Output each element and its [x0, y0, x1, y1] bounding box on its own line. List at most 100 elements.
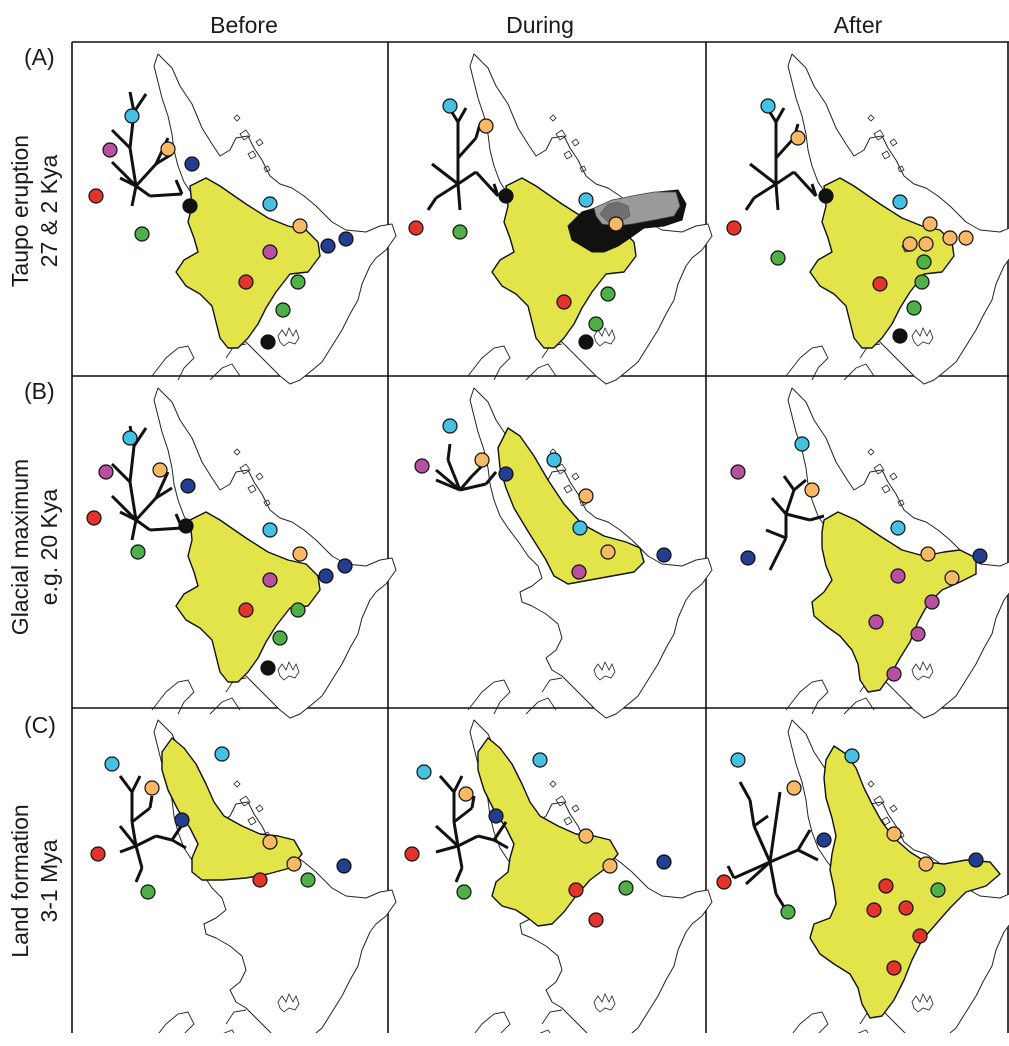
panel-a-during-tree-tip-orange-1 [478, 118, 494, 134]
panel-a-before-tree-branch-11 [174, 179, 184, 195]
panel-c-after-tree-branch-0 [752, 825, 772, 863]
panel-a-during-phylogenetic-tree [408, 98, 514, 240]
panel-c-after-south-coast-1 [857, 1029, 869, 1033]
panel-b-before-population-green-7 [272, 630, 288, 646]
panel-c-after-tree-branch-3 [753, 814, 769, 828]
panel-b-during-tree-tip-cyan-0 [442, 418, 458, 434]
panel-b-before-population-red-5 [238, 602, 254, 618]
panel-b-during-island-0 [555, 463, 567, 475]
panel-a-before-species-range [175, 177, 321, 349]
panel-c-before-south-coast-2 [225, 1009, 247, 1025]
panel-c-before-island-1 [247, 816, 257, 826]
panel-b-before-island-4 [233, 448, 241, 456]
panel-a-after-population-green-6 [916, 254, 932, 270]
panel-b-after-tree-tip-orange-2 [804, 482, 820, 498]
panel-c-during-population-cyan-0 [532, 752, 548, 768]
panel-a-during-tree-branch-10 [456, 183, 462, 211]
panel-c-before-tree-branch-6 [148, 795, 154, 809]
panel-a-after-tree-branch-8 [792, 170, 818, 198]
panel-a-during-tree-branch-5 [456, 136, 478, 160]
panel-c-after-tree-branch-13 [744, 860, 772, 886]
panel-c-before-tree-branch-7 [135, 834, 157, 848]
panel-b-before-tree-branch-2 [128, 445, 136, 483]
panel-a-during-south-coast-0 [467, 345, 511, 381]
panel-b-before-tree-branch-10 [149, 526, 183, 532]
panel-b-after-island-2 [889, 472, 898, 481]
panel-b-during-tree-branch-0 [435, 468, 461, 492]
panel-c-after-tree-branch-9 [733, 860, 771, 880]
panel-a-after-population-orange-5 [958, 230, 974, 246]
panel-a-during-population-black-5 [578, 334, 594, 350]
panel-b-before-island-1 [247, 484, 257, 494]
panel-c-before-tree-tip-red-3 [90, 846, 106, 862]
panel-c-after-population-orange-1 [886, 826, 902, 842]
panel-c-before-tree-branch-3 [118, 775, 134, 793]
panel-a-during-population-green-4 [588, 316, 604, 332]
panel-a-during-south-coast-1 [525, 363, 557, 381]
panel-b-before-tree-branch-13 [119, 510, 137, 522]
panel-b-during-population-magenta-4 [571, 564, 587, 580]
panel-c-before-tree-branch-0 [118, 825, 138, 847]
panel-b-after-population-cyan-0 [890, 520, 906, 536]
panel-a-during-island-4 [549, 114, 557, 122]
panel-c-before-tree-branch-12 [134, 845, 144, 869]
panel-b-after-population-navy-4 [972, 548, 988, 564]
panel-b-during-island-2 [571, 472, 580, 481]
panel-b-before-island-0 [239, 463, 251, 475]
panel-b-during [414, 387, 713, 719]
panel-c-before-island-0 [239, 795, 251, 807]
panel-c-after-island-4 [867, 780, 875, 788]
panel-c-during-island-4 [549, 780, 557, 788]
panel-a-during-sounds [593, 327, 616, 347]
panel-a-before-tree-branch-0 [110, 160, 138, 188]
panel-c-during-phylogenetic-tree [404, 764, 509, 900]
panel-c-before-sounds [277, 993, 300, 1013]
panel-b-during-tree-branch-1 [446, 459, 462, 491]
panel-a-before-tree-branch-1 [128, 147, 138, 187]
panel-b-after-tree-branch-8 [765, 528, 787, 540]
panel-b-after-south-coast-1 [843, 697, 875, 715]
panel-c-after-island-0 [873, 795, 885, 807]
panel-a-during [408, 53, 713, 385]
panel-b-after-tree-tip-cyan-1 [794, 436, 810, 452]
panel-c-during-sounds [593, 993, 616, 1013]
panel-a-before-tree-tip-red-4 [88, 188, 104, 204]
panel-b-during-tree-branch-2 [446, 443, 452, 461]
panel-b-before-population-green-6 [290, 602, 306, 618]
panel-a-before-population-red-5 [238, 274, 254, 290]
panel-b-before-tree-tip-red-4 [86, 510, 102, 526]
panel-b-after-tree-branch-3 [782, 475, 796, 491]
panel-c-during-tree-branch-10 [493, 838, 509, 850]
panel-c-after-population-cyan-0 [844, 748, 860, 764]
panel-c-during-tree-branch-13 [454, 867, 464, 883]
panel-b-before-tree-branch-3 [110, 462, 132, 484]
panel-c-after-tree-tip-navy-2 [816, 832, 832, 848]
panel-a-before-population-navy-3 [320, 238, 336, 254]
panel-c-before-tree-branch-10 [171, 838, 187, 850]
panel-b-during-tree-tip-magenta-1 [414, 458, 430, 474]
panel-b-after-sounds [911, 661, 934, 681]
panel-a-during-tree-branch-4 [456, 107, 468, 123]
panel-c-during-island-0 [555, 795, 567, 807]
panel-b-before-population-magenta-2 [262, 572, 278, 588]
panel-a-before-population-navy-4 [338, 231, 354, 247]
panel-b-during-population-cyan-0 [546, 452, 562, 468]
panel-b-during-tree-branch-6 [484, 471, 498, 485]
panel-a-after-population-green-9 [906, 300, 922, 316]
panel-a-after-tree-tip-black-2 [818, 188, 834, 204]
panel-a-during-tree-branch-11 [435, 182, 459, 200]
panel-a-during-population-cyan-0 [578, 192, 594, 208]
panel-b-before-tree-branch-1 [128, 481, 138, 521]
panel-a-after-tree-branch-7 [775, 170, 795, 186]
panel-c-after-tree-branch-8 [797, 848, 819, 862]
panel-c-after-tree-branch-2 [738, 781, 752, 801]
panel-c-after-population-orange-2 [918, 856, 934, 872]
panel-b-after-south-coast-0 [785, 679, 829, 715]
panel-c-during-tree-tip-green-4 [456, 884, 472, 900]
panel-c-after-tree-tip-orange-1 [786, 780, 802, 796]
panel-c-after-phylogenetic-tree [716, 752, 832, 920]
panel-c-after-population-red-9 [886, 960, 902, 976]
panel-a-before-tree-tip-navy-3 [184, 156, 200, 172]
panel-b-during-tree-branch-5 [459, 482, 487, 492]
panel-a-during-tree-branch-7 [457, 170, 477, 186]
